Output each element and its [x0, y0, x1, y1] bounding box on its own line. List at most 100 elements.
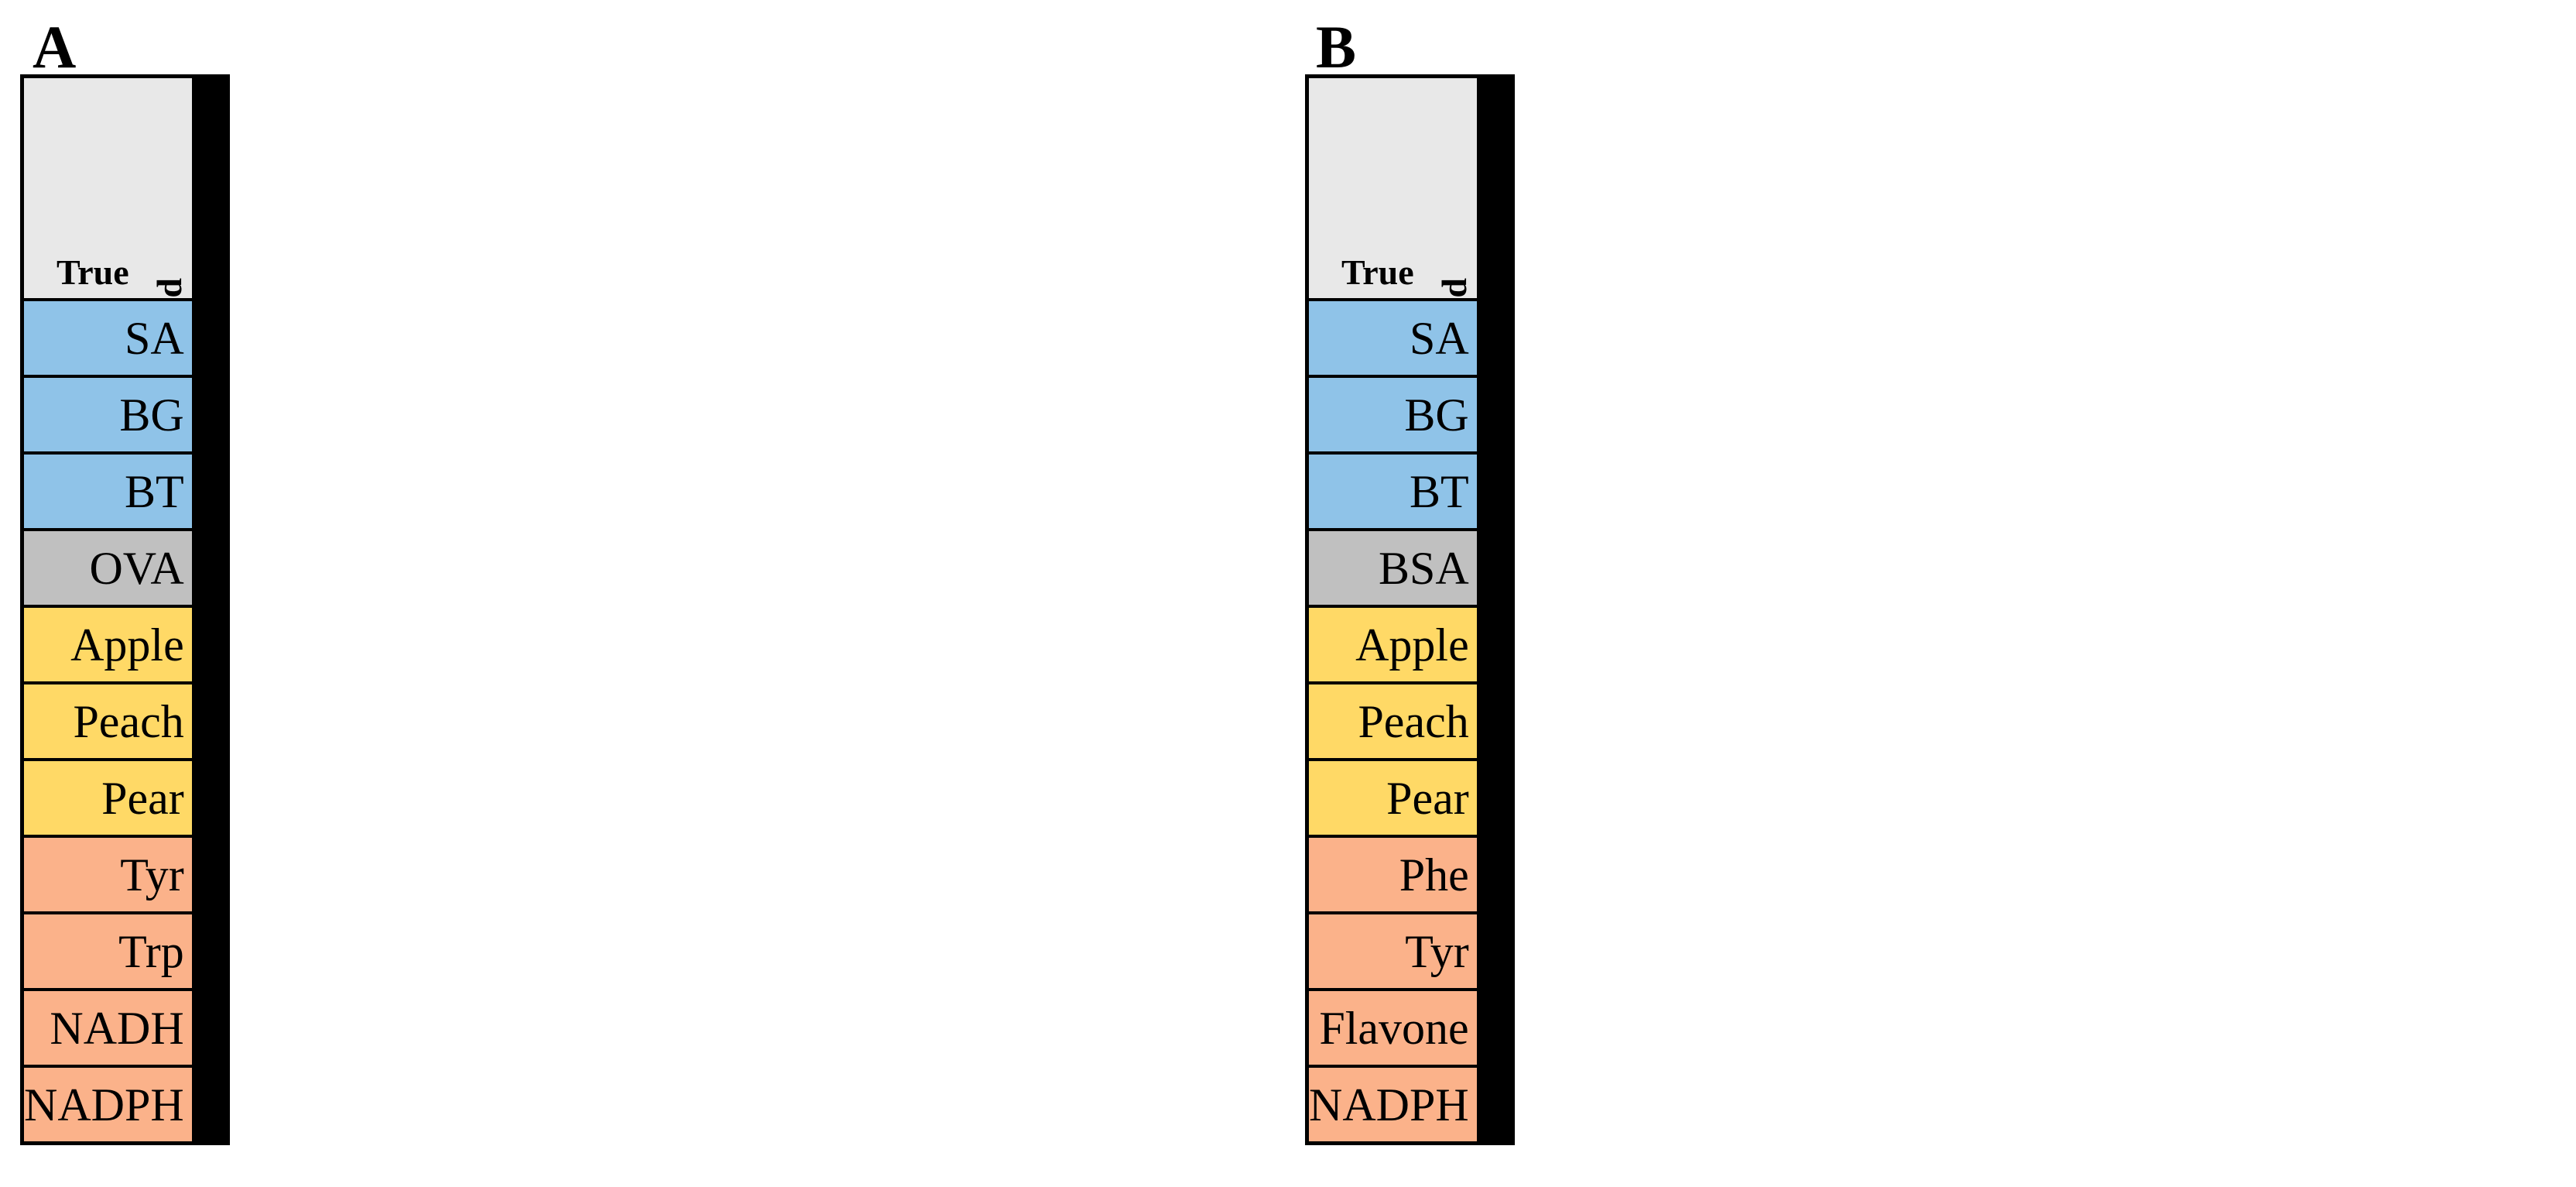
matrix-cell [1504, 1065, 1511, 1145]
matrix-cell [204, 1065, 211, 1145]
matrix-cell [204, 528, 211, 608]
matrix-cell [194, 758, 201, 838]
matrix-cell [194, 528, 201, 608]
matrix-cell [191, 988, 198, 1068]
panel-label: B [1316, 13, 1357, 81]
row-header: OVA [20, 528, 195, 608]
matrix-cell [207, 1065, 214, 1145]
row-header: NADPH [1305, 1065, 1480, 1145]
column-header: BG [1479, 74, 1486, 301]
matrix-cell [222, 681, 230, 761]
matrix-cell [207, 835, 214, 914]
table-row: Apple 100 [1305, 605, 1515, 684]
column-label: NADPH [224, 188, 228, 300]
matrix-cell [1498, 988, 1505, 1068]
matrix-cell [1495, 528, 1502, 608]
matrix-cell [1488, 988, 1495, 1068]
matrix-cell [1479, 605, 1486, 684]
column-header: Pear [210, 74, 217, 301]
column-header: BG [194, 74, 201, 301]
matrix-cell: 100 [1479, 375, 1486, 455]
matrix-cell [1479, 835, 1486, 914]
matrix-cell [210, 835, 217, 914]
matrix-cell [216, 451, 223, 531]
matrix-cell [219, 528, 226, 608]
matrix-cell [1495, 681, 1502, 761]
matrix-cell [191, 375, 198, 455]
matrix-cell [1495, 605, 1502, 684]
matrix-cell [1501, 528, 1508, 608]
matrix-cell [197, 375, 204, 455]
corner-cell: Predicted True [20, 74, 195, 301]
table-row: BG100 [20, 375, 230, 455]
column-header: OVA [200, 74, 207, 301]
matrix-cell [1485, 375, 1492, 455]
matrix-cell [1482, 988, 1489, 1068]
matrix-cell: 100 [1495, 758, 1502, 838]
matrix-cell [210, 528, 217, 608]
matrix-cell: 100 [210, 758, 217, 838]
matrix-cell [1479, 528, 1486, 608]
row-header: Phe [1305, 835, 1480, 914]
matrix-cell [213, 988, 220, 1068]
header-row: Predicted True SABGBTOVAApplePeachPearTyrT… [20, 74, 230, 301]
matrix-cell [191, 1065, 198, 1145]
matrix-cell [191, 835, 198, 914]
table-row: Apple 100 [20, 605, 230, 684]
table-row: BT100 [20, 451, 230, 531]
matrix-cell [207, 528, 214, 608]
matrix-cell [1507, 605, 1515, 684]
matrix-cell [219, 451, 226, 531]
matrix-cell [222, 988, 230, 1068]
matrix-cell [194, 835, 201, 914]
matrix-cell [1476, 528, 1483, 608]
matrix-cell [219, 835, 226, 914]
table-row: SA100 [1305, 298, 1515, 378]
matrix-cell [1476, 835, 1483, 914]
matrix-cell [197, 298, 204, 378]
matrix-cell [1495, 911, 1502, 991]
matrix-cell [194, 681, 201, 761]
matrix-cell [1485, 605, 1492, 684]
matrix-cell [194, 298, 201, 378]
matrix-cell [1501, 451, 1508, 531]
matrix-cell [1498, 528, 1505, 608]
matrix-cell [1476, 451, 1483, 531]
table-row: BG100 [1305, 375, 1515, 455]
column-header: Apple [1488, 74, 1495, 301]
matrix-cell [1501, 375, 1508, 455]
table-row: Phe 100 [1305, 835, 1515, 914]
matrix-cell [210, 298, 217, 378]
matrix-cell [1504, 528, 1511, 608]
matrix-cell [1479, 758, 1486, 838]
predicted-axis-label: Predicted [1434, 278, 1474, 297]
matrix-cell [210, 605, 217, 684]
matrix-cell [1482, 835, 1489, 914]
matrix-cell [191, 451, 198, 531]
matrix-cell [197, 681, 204, 761]
matrix-cell [216, 605, 223, 684]
matrix-cell [1504, 375, 1511, 455]
matrix-cell [1476, 375, 1483, 455]
matrix-cell [210, 1065, 217, 1145]
matrix-cell: 100 [204, 605, 211, 684]
matrix-cell [204, 835, 211, 914]
matrix-cell [204, 451, 211, 531]
matrix-cell [213, 528, 220, 608]
matrix-cell [1498, 605, 1505, 684]
table-row: BT100 [1305, 451, 1515, 531]
row-header: BG [20, 375, 195, 455]
matrix-cell [1501, 298, 1508, 378]
matrix-cell [1498, 375, 1505, 455]
matrix-cell [1501, 835, 1508, 914]
matrix-cell [1498, 451, 1505, 531]
matrix-cell [1498, 911, 1505, 991]
matrix-cell [1485, 835, 1492, 914]
column-header: NADH [219, 74, 226, 301]
row-header: Flavone [1305, 988, 1480, 1068]
matrix-cell [213, 298, 220, 378]
matrix-cell [1498, 681, 1505, 761]
matrix-cell [1476, 1065, 1483, 1145]
matrix-cell [222, 298, 230, 378]
column-header: BT [1482, 74, 1489, 301]
